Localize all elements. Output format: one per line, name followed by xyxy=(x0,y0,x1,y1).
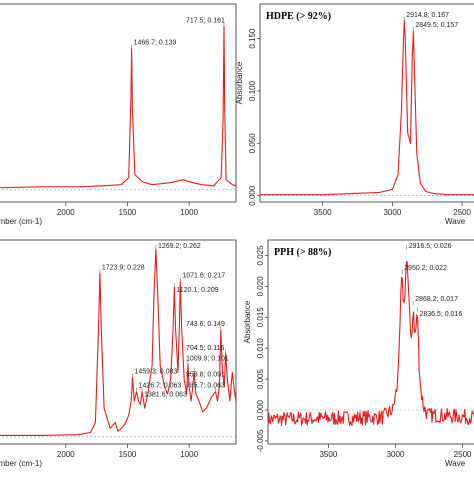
peak-label: 704.5; 0.116 xyxy=(186,345,225,352)
x-tick-label: 3500 xyxy=(319,450,337,459)
peak-label: 2950.2; 0.022 xyxy=(404,265,447,272)
y-tick-label: 0.015 xyxy=(256,307,265,328)
x-tick-label: 2500 xyxy=(453,208,471,217)
y-tick-label: 0.150 xyxy=(248,28,257,49)
peak-label: 1723.9; 0.228 xyxy=(102,265,145,272)
y-tick-label: 0.100 xyxy=(248,80,257,101)
x-tick-label: 3500 xyxy=(314,208,332,217)
plot-frame xyxy=(267,239,474,445)
x-tick-label: 2000 xyxy=(57,208,75,217)
x-tick-label: 2500 xyxy=(454,450,472,459)
peak-label: 2916.5; 0.026 xyxy=(409,243,452,250)
x-axis-label: mber (cm-1) xyxy=(0,217,42,226)
peak-label: 2836.5; 0.016 xyxy=(419,311,462,318)
y-tick-label: 0.050 xyxy=(248,133,257,154)
y-tick-label: 0.000 xyxy=(256,399,265,420)
panel-title: PPH (> 88%) xyxy=(274,247,331,258)
panel-top-left: 2000 1500 1000 mber (cm-1) 1466.7; 0.139 717.… xyxy=(0,3,237,226)
panel-title: HDPE (> 92%) xyxy=(266,11,331,22)
spectrum-line xyxy=(0,25,237,189)
x-axis-label: Wave xyxy=(445,459,466,468)
x-tick-label: 3000 xyxy=(387,450,405,459)
peak-label: 785.7; 0.063 xyxy=(186,383,225,390)
spectrum-line xyxy=(260,20,474,196)
x-axis-label: Wave xyxy=(445,217,466,226)
peak-label: 1426.7; 0.063 xyxy=(139,383,182,390)
panel-bottom-left: 2000 1500 1000 mber (cm-1) 1723.9; 0.228 1269… xyxy=(0,239,237,468)
peak-label: 2914.8; 0.167 xyxy=(406,12,449,19)
x-tick-label: 2000 xyxy=(57,450,75,459)
y-tick-label: 0.005 xyxy=(256,369,265,390)
peak-label: 2849.5; 0.157 xyxy=(415,22,458,29)
peak-label: 959.8; 0.091 xyxy=(186,372,225,379)
peak-label: 1009.9; 0.101 xyxy=(186,356,229,363)
y-tick-label: 0.000 xyxy=(248,185,257,206)
peak-label: 1071.6; 0.217 xyxy=(182,273,225,280)
peak-label: 1120.1; 0.209 xyxy=(176,287,218,294)
spectrum-line xyxy=(0,248,237,436)
peak-label: 1466.7; 0.139 xyxy=(134,40,177,47)
peak-label: 2868.2; 0.017 xyxy=(415,296,458,303)
x-axis-label: mber (cm-1) xyxy=(0,459,42,468)
peak-label: 717.5; 0.161 xyxy=(186,17,225,24)
x-tick-label: 3000 xyxy=(383,208,401,217)
y-tick-label: 0.010 xyxy=(256,338,265,359)
plot-frame xyxy=(0,3,237,203)
peak-label: 1459.3; 0.083 xyxy=(135,368,178,375)
y-axis-label: Absorbance xyxy=(235,61,244,104)
panel-bottom-right: 3500 3000 2500 -0.005 0.000 0.005 0.010 0.015 0.… xyxy=(243,239,474,468)
panel-top-right: 3500 3000 2500 0.000 0.050 0.100 0.150 Wave Abso… xyxy=(235,3,474,226)
x-tick-label: 1500 xyxy=(119,450,137,459)
x-tick-label: 1000 xyxy=(180,208,198,217)
y-tick-label: 0.025 xyxy=(256,245,265,266)
plot-frame xyxy=(0,239,237,445)
spectrum-line xyxy=(267,261,474,427)
peak-label: 1269.2; 0.262 xyxy=(158,243,201,250)
y-tick-label: -0.005 xyxy=(256,429,265,452)
x-tick-label: 1500 xyxy=(119,208,137,217)
y-tick-label: 0.020 xyxy=(256,276,265,297)
peak-label: 1381.6; 0.063 xyxy=(144,392,187,399)
peak-label: 743.6; 0.149 xyxy=(186,321,225,328)
y-axis-label: Absorbance xyxy=(243,300,252,343)
x-tick-label: 1000 xyxy=(180,450,198,459)
plot-frame xyxy=(259,3,474,203)
